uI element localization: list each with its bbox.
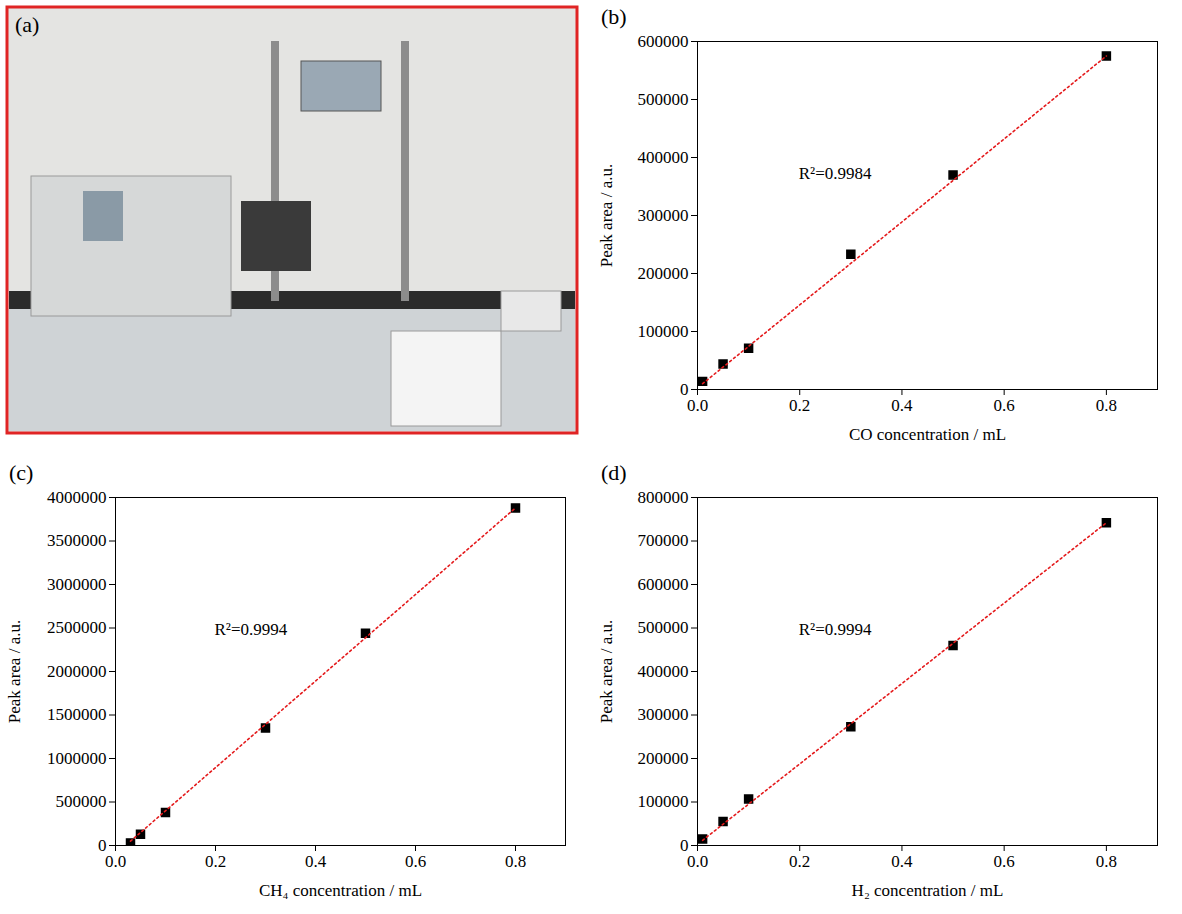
svg-text:Peak area / a.u.: Peak area / a.u. [597,164,616,267]
svg-text:2000000: 2000000 [47,662,107,681]
svg-text:0: 0 [98,835,107,855]
svg-text:Peak area / a.u.: Peak area / a.u. [597,620,616,723]
svg-text:4000000: 4000000 [47,488,107,507]
svg-text:600000: 600000 [638,575,689,594]
svg-text:200000: 200000 [638,264,689,283]
svg-text:R²=0.9984: R²=0.9984 [799,164,872,183]
svg-text:800000: 800000 [638,488,689,507]
svg-text:100000: 100000 [638,322,689,341]
svg-text:200000: 200000 [638,749,689,768]
html-text:(d): (d) [601,460,627,485]
svg-text:R²=0.9994: R²=0.9994 [215,620,288,639]
svg-text:0.4: 0.4 [305,852,327,871]
svg-text:Peak area / a.u.: Peak area / a.u. [5,620,24,723]
svg-text:0.8: 0.8 [1096,396,1117,415]
svg-text:0.0: 0.0 [687,852,708,871]
svg-text:0: 0 [680,835,689,855]
html-text:(a): (a) [15,12,40,37]
svg-text:0.4: 0.4 [891,852,913,871]
svg-text:R²=0.9994: R²=0.9994 [799,620,872,639]
svg-text:0.2: 0.2 [205,852,226,871]
svg-text:0.8: 0.8 [1096,852,1117,871]
html-text:(c): (c) [9,460,34,485]
svg-text:2500000: 2500000 [47,618,107,637]
svg-text:300000: 300000 [638,705,689,724]
svg-text:0.4: 0.4 [891,396,913,415]
svg-text:0.0: 0.0 [105,852,126,871]
svg-text:400000: 400000 [638,148,689,167]
svg-text:600000: 600000 [638,32,689,51]
svg-text:0.0: 0.0 [687,396,708,415]
svg-text:0.2: 0.2 [789,396,810,415]
svg-text:500000: 500000 [56,792,107,811]
html-text:(b): (b) [601,4,627,29]
svg-text:3500000: 3500000 [47,531,107,550]
svg-text:0.8: 0.8 [505,852,526,871]
svg-text:100000: 100000 [638,792,689,811]
svg-text:300000: 300000 [638,206,689,225]
svg-text:0: 0 [680,379,689,399]
svg-text:1000000: 1000000 [47,749,107,768]
svg-text:CO concentration / mL: CO concentration / mL [849,425,1006,444]
svg-text:500000: 500000 [638,90,689,109]
svg-text:0.2: 0.2 [789,852,810,871]
svg-text:3000000: 3000000 [47,575,107,594]
svg-text:500000: 500000 [638,618,689,637]
svg-text:400000: 400000 [638,662,689,681]
svg-text:0.6: 0.6 [994,396,1015,415]
svg-text:H₂ concentration / mL: H₂ concentration / mL [852,881,1004,900]
svg-text:1500000: 1500000 [47,705,107,724]
svg-text:CH₄ concentration / mL: CH₄ concentration / mL [259,881,422,900]
svg-text:700000: 700000 [638,531,689,550]
svg-text:0.6: 0.6 [405,852,426,871]
svg-text:0.6: 0.6 [994,852,1015,871]
